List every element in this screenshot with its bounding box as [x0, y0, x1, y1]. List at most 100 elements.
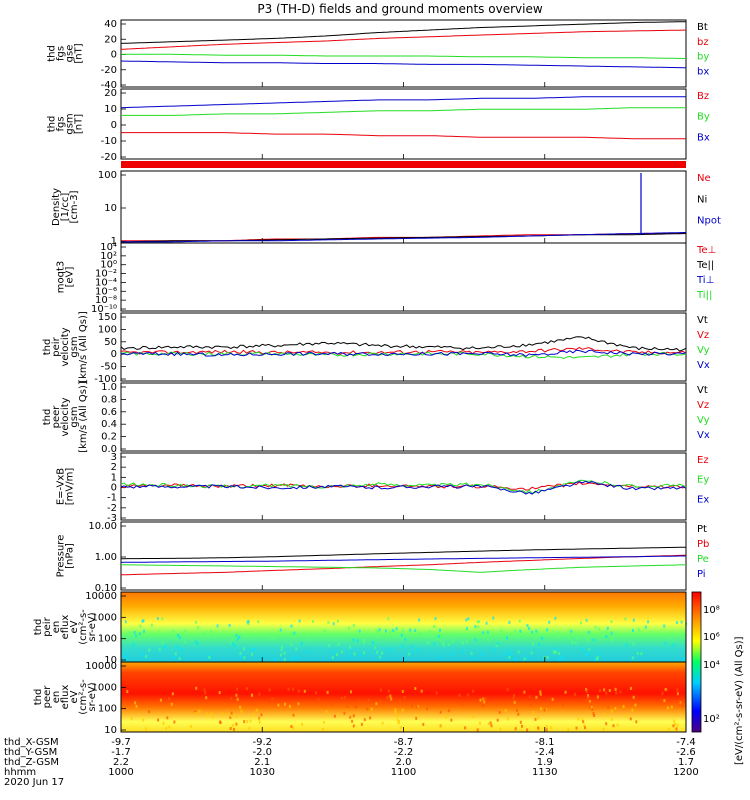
colorbar-tick: 10²: [703, 714, 720, 725]
panel-frame: [120, 452, 687, 521]
y-axis-label: thd: [33, 689, 44, 706]
panel-density: 100 10 1 Density[1/cc][cm-3] Ne Ni Npot: [51, 170, 721, 247]
y-tick-label: 20: [104, 88, 117, 99]
x-axis-value: 1000: [108, 767, 133, 778]
y-axis-label: eflux: [60, 615, 71, 640]
y-tick-label: 1000: [92, 612, 117, 623]
legend-Bt: Bt: [697, 22, 708, 33]
y-axis-label: thd: [33, 619, 44, 636]
y-tick-label: -20: [101, 152, 117, 163]
colorbar: 10⁸ 10⁶ 10⁴ 10² [eV/(cm²-s-sr-eV) (All Q…: [691, 591, 745, 765]
legend-Pb: Pb: [697, 539, 709, 550]
panel-peer_velocity: 1.00.8 0.60.4 0.20.0 thdpeervelocitygsm[km/…: [42, 381, 710, 455]
y-axis-label: [nT]: [74, 114, 85, 134]
panel-frame: [120, 19, 687, 88]
y-tick-label: 10: [104, 655, 117, 666]
y-axis-label: [km/s (All Qs)]: [78, 311, 89, 383]
y-tick-label: 0.10: [95, 583, 117, 594]
colorbar-tick: 10⁶: [703, 632, 720, 643]
legend-Pt: Pt: [697, 524, 707, 535]
y-tick-label: 2: [111, 462, 117, 473]
x-axis-value: -2.0: [252, 747, 272, 758]
y-tick-label: 10⁰: [100, 260, 117, 271]
y-axis-label: E=-VxB: [56, 468, 67, 505]
series-line-Pi: [120, 555, 687, 563]
y-axis-label: sr-eV): [87, 682, 98, 711]
x-axis-value: -8.1: [535, 737, 555, 748]
colorbar-label: [eV/(cm²-s-sr-eV) (All Qs)]: [734, 636, 745, 765]
y-tick-label: 10000: [85, 591, 117, 602]
x-axis-value: -2.2: [394, 747, 414, 758]
legend-Vt: Vt: [697, 315, 708, 326]
y-tick-label: 150: [98, 312, 117, 323]
x-axis-value: -2.4: [535, 747, 555, 758]
xaxis-row-label: thd_Y-GSM: [4, 747, 57, 758]
y-axis-label: peer: [42, 685, 53, 709]
x-axis-value: 2.1: [254, 757, 270, 768]
y-axis-label: peer: [51, 405, 62, 429]
y-axis-label: Density: [51, 188, 62, 226]
y-axis-label: (cm²-s-: [78, 609, 89, 645]
y-tick-label: -40: [101, 80, 117, 91]
y-tick-label: -50: [101, 362, 117, 373]
y-tick-label: 100: [98, 324, 117, 335]
y-tick-label: 10⁻¹⁰: [91, 304, 117, 315]
y-tick-label: 10: [104, 725, 117, 736]
colorbar-tick: 10⁸: [703, 605, 720, 616]
y-axis-label: peir: [51, 336, 62, 356]
series-line-Pe: [121, 564, 687, 573]
y-tick-label: 10⁻⁶: [95, 286, 117, 297]
y-axis-label: Pressure: [56, 535, 67, 578]
y-axis-label: eflux: [60, 685, 71, 710]
x-axis-value: -7.4: [676, 737, 696, 748]
x-axis-value: 2.0: [396, 757, 412, 768]
y-tick-label: 100: [98, 170, 117, 181]
x-axis-value: 1100: [391, 767, 416, 778]
y-tick-label: 0: [111, 50, 117, 61]
spectrogram: [121, 662, 686, 732]
xaxis-row-label: thd_X-GSM: [4, 737, 59, 748]
y-axis-label: gse: [65, 45, 76, 63]
series-line-By: [121, 107, 686, 116]
y-axis-label: sr-eV): [87, 612, 98, 641]
legend-Vy: Vy: [697, 345, 710, 356]
y-axis-label: [1/cc]: [60, 193, 71, 222]
series-line-Vt: [120, 336, 687, 352]
series-line-Bt: [120, 21, 686, 44]
y-tick-label: 10.00: [88, 521, 117, 532]
panel-pressure: 10.00 1.00 0.10 Pressure[nPa] Pt Pb Pe Pi: [56, 521, 710, 594]
legend-Ne: Ne: [697, 173, 711, 184]
legend-Bx: Bx: [697, 132, 710, 143]
y-tick-label: 0.0: [101, 444, 117, 455]
xaxis-row-label: 2020 Jun 17: [4, 777, 64, 788]
series-line-Vx: [120, 349, 687, 358]
y-tick-label: 100: [98, 634, 117, 645]
y-tick-label: 100: [98, 704, 117, 715]
x-axis-value: -9.7: [111, 737, 131, 748]
y-tick-label: 10⁻²: [95, 269, 117, 280]
xaxis-row-label: hhmm: [4, 767, 36, 778]
y-axis-label: [eV]: [65, 267, 76, 288]
y-tick-label: -20: [101, 65, 117, 76]
panel-peir_spec: 10000 1000 100 10 thdpeirenefluxeV(cm²-s-sr-…: [33, 591, 688, 666]
y-axis-label: en: [51, 621, 62, 634]
y-tick-label: 0.2: [101, 432, 117, 443]
y-axis-label: eV: [69, 690, 80, 703]
y-tick-label: 10: [104, 104, 117, 115]
y-axis-label: (cm²-s-: [78, 679, 89, 715]
x-axis-value: -8.7: [394, 737, 414, 748]
x-axis-value: 1200: [673, 767, 698, 778]
y-axis-label: [mV/m]: [65, 468, 76, 506]
legend-item: Vt: [697, 385, 708, 396]
panel-frame: [120, 242, 687, 312]
legend-bx: bx: [697, 66, 709, 77]
legend-Ni: Ni: [697, 194, 707, 205]
y-tick-label: 1: [111, 472, 117, 483]
legend-Bz: Bz: [697, 91, 709, 102]
y-tick-label: 10⁴: [100, 242, 117, 253]
y-tick-label: 40: [104, 19, 117, 30]
y-axis-label: gsm: [69, 336, 80, 357]
y-axis-label: [nPa]: [65, 543, 76, 569]
series-line-Bz: [121, 132, 686, 140]
